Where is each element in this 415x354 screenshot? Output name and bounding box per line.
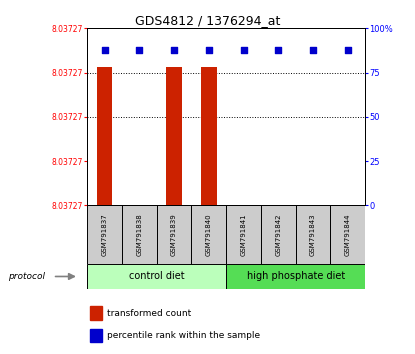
Bar	[87, 205, 122, 264]
Text: protocol: protocol	[8, 272, 45, 281]
Bar	[122, 205, 157, 264]
Text: GSM791838: GSM791838	[136, 213, 142, 256]
Bar	[90, 307, 103, 320]
Point	[101, 47, 108, 52]
Text: GDS4812 / 1376294_at: GDS4812 / 1376294_at	[135, 14, 280, 27]
Text: GSM791843: GSM791843	[310, 213, 316, 256]
Point	[171, 47, 177, 52]
Text: control diet: control diet	[129, 272, 185, 281]
Text: GSM791840: GSM791840	[206, 213, 212, 256]
Bar	[226, 205, 261, 264]
Text: percentile rank within the sample: percentile rank within the sample	[107, 331, 260, 341]
Text: transformed count: transformed count	[107, 309, 191, 318]
Text: GSM791841: GSM791841	[241, 213, 247, 256]
Text: GSM791839: GSM791839	[171, 213, 177, 256]
Point	[205, 47, 212, 52]
Text: GSM791842: GSM791842	[275, 213, 281, 256]
Bar	[87, 264, 226, 289]
Bar	[90, 329, 103, 342]
Point	[310, 47, 316, 52]
Bar	[97, 67, 112, 205]
Bar	[330, 205, 365, 264]
Bar	[295, 205, 330, 264]
Text: GSM791844: GSM791844	[345, 213, 351, 256]
Point	[275, 47, 282, 52]
Point	[136, 47, 143, 52]
Text: GSM791837: GSM791837	[102, 213, 107, 256]
Bar	[261, 205, 296, 264]
Bar	[191, 205, 226, 264]
Bar	[157, 205, 191, 264]
Bar	[201, 67, 217, 205]
Bar	[226, 264, 365, 289]
Point	[344, 47, 351, 52]
Bar	[166, 67, 182, 205]
Text: high phosphate diet: high phosphate diet	[247, 272, 345, 281]
Point	[240, 47, 247, 52]
